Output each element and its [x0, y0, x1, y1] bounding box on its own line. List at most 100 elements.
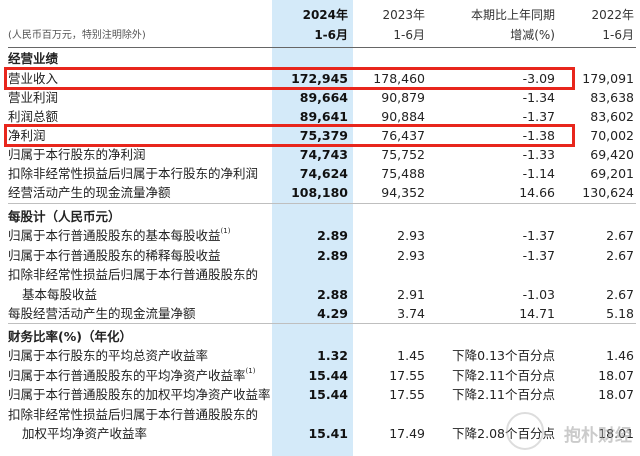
annotation-box-net-profit — [4, 124, 575, 147]
header-row-period: (人民币百万元，特别注明除外) 1-6月 1-6月 增减(%) 1-6月 — [0, 26, 640, 45]
annotation-box-revenue — [4, 67, 575, 90]
section-divider-1 — [8, 203, 636, 204]
row-label: 归属于本行普通股股东的加权平均净资产收益率 — [8, 387, 271, 402]
header-row-year: 2024年 2023年 本期比上年同期 2022年 — [0, 6, 640, 25]
value-2023: 2.93 — [397, 228, 425, 243]
value-change: -3.09 — [522, 71, 555, 86]
table-row: 扣除非经常性损益后归属于本行普通股股东的 — [0, 265, 640, 284]
value-2022: 18.07 — [598, 367, 634, 383]
highlight-column-2024 — [272, 0, 353, 456]
table-row: 归属于本行普通股股东的平均净资产收益率(1) 15.44 17.55 下降2.11个百… — [0, 366, 640, 385]
unit-note: (人民币百万元，特别注明除外) — [8, 30, 146, 41]
col-2022-period: 1-6月 — [602, 28, 634, 42]
value-change: 下降2.11个百分点 — [452, 387, 555, 402]
value-2024: 2.89 — [317, 247, 348, 263]
row-label: 扣除非经常性损益后归属于本行股东的净利润 — [8, 166, 259, 181]
value-2023: 94,352 — [381, 185, 425, 200]
row-label: 扣除非经常性损益后归属于本行普通股股东的 — [8, 406, 259, 422]
value-2023: 90,879 — [381, 90, 425, 105]
row-label: 归属于本行普通股股东的平均净资产收益率(1) — [8, 366, 256, 383]
value-change: -1.33 — [522, 147, 555, 162]
col-2024-period: 1-6月 — [314, 28, 348, 42]
row-label: 净利润 — [8, 128, 46, 143]
value-2024: 4.29 — [317, 306, 348, 321]
value-2023: 75,752 — [381, 147, 425, 162]
value-2024: 15.41 — [308, 426, 348, 441]
col-2024-year: 2024年 — [302, 8, 348, 22]
value-2024: 89,641 — [299, 109, 348, 124]
table-row: 营业收入 172,945 178,460 -3.09 179,091 — [0, 69, 640, 88]
value-2022: 2.67 — [606, 228, 634, 243]
table-row: 归属于本行股东的平均总资产收益率 1.32 1.45 下降0.13个百分点 1.46 — [0, 346, 640, 365]
value-2022: 83,638 — [590, 90, 634, 105]
value-2023: 2.93 — [397, 247, 425, 263]
table-row: 每股经营活动产生的现金流量净额 4.29 3.74 14.71 5.18 — [0, 304, 640, 323]
table-row: 扣除非经常性损益后归属于本行股东的净利润 74,624 75,488 -1.14 69,… — [0, 164, 640, 183]
header-divider — [8, 47, 636, 48]
col-2023-period: 1-6月 — [393, 28, 425, 42]
col-change-line2: 增减(%) — [510, 28, 555, 42]
value-2023: 2.91 — [397, 286, 425, 302]
row-label: 每股经营活动产生的现金流量净额 — [8, 306, 196, 321]
value-change: 下降2.11个百分点 — [452, 367, 555, 383]
section-ratios: 财务比率(%)（年化） — [8, 329, 132, 344]
table-row: 加权平均净资产收益率 15.41 17.49 下降2.08个百分点 18.01 — [0, 424, 640, 443]
value-2022: 18.07 — [598, 387, 634, 402]
value-2024: 74,743 — [299, 147, 348, 162]
table-row: 归属于本行股东的净利润 74,743 75,752 -1.33 69,420 — [0, 145, 640, 164]
table-row: 归属于本行普通股股东的稀释每股收益 2.89 2.93 -1.37 2.67 — [0, 246, 640, 265]
row-label: 归属于本行普通股股东的稀释每股收益 — [8, 247, 221, 263]
value-change: -1.37 — [522, 109, 555, 124]
value-2023: 76,437 — [381, 128, 425, 143]
row-label: 利润总额 — [8, 109, 59, 124]
value-2022: 18.01 — [598, 426, 634, 441]
col-2023-year: 2023年 — [382, 8, 425, 22]
value-change: -1.37 — [522, 247, 555, 263]
col-2022-year: 2022年 — [591, 8, 634, 22]
row-label: 经营活动产生的现金流量净额 — [8, 185, 171, 200]
value-2022: 83,602 — [590, 109, 634, 124]
table-row: 归属于本行普通股股东的基本每股收益(1) 2.89 2.93 -1.37 2.67 — [0, 226, 640, 245]
value-2022: 5.18 — [606, 306, 634, 321]
value-2024: 1.32 — [317, 348, 348, 363]
row-label: 营业利润 — [8, 90, 59, 105]
value-2022: 2.67 — [606, 247, 634, 263]
section-operating: 经营业绩 — [8, 51, 59, 66]
value-2024: 15.44 — [308, 367, 348, 383]
value-2023: 178,460 — [373, 71, 425, 86]
value-change: -1.03 — [522, 286, 555, 302]
value-2022: 69,201 — [590, 166, 634, 181]
value-2022: 69,420 — [590, 147, 634, 162]
value-2023: 90,884 — [381, 109, 425, 124]
value-2024: 108,180 — [291, 185, 348, 200]
section-divider-2 — [8, 323, 636, 324]
table-row: 扣除非经常性损益后归属于本行普通股股东的 — [0, 405, 640, 424]
watermark: 抱朴财经 — [564, 426, 632, 446]
table-row: 经营活动产生的现金流量净额 108,180 94,352 14.66 130,624 — [0, 183, 640, 202]
value-2022: 1.46 — [606, 348, 634, 363]
value-2024: 172,945 — [291, 71, 348, 86]
value-2023: 3.74 — [397, 306, 425, 321]
value-change: -1.34 — [522, 90, 555, 105]
value-2024: 2.89 — [317, 228, 348, 243]
row-label: 归属于本行股东的净利润 — [8, 147, 146, 162]
value-change: -1.37 — [522, 228, 555, 243]
row-label: 归属于本行普通股股东的基本每股收益(1) — [8, 227, 231, 243]
row-label: 营业收入 — [8, 71, 59, 86]
row-label: 扣除非经常性损益后归属于本行普通股股东的 — [8, 267, 259, 282]
section-per-share: 每股计（人民币元） — [8, 209, 121, 224]
table-row: 净利润 75,379 76,437 -1.38 70,002 — [0, 126, 640, 145]
value-2022: 2.67 — [606, 286, 634, 302]
value-change: 14.71 — [519, 306, 555, 321]
value-2024: 89,664 — [299, 90, 348, 105]
value-2024: 74,624 — [299, 166, 348, 181]
value-change: 下降0.13个百分点 — [452, 348, 555, 363]
value-change: -1.14 — [522, 166, 555, 181]
value-change: 14.66 — [519, 185, 555, 200]
value-2024: 15.44 — [308, 387, 348, 402]
table-row: 基本每股收益 2.88 2.91 -1.03 2.67 — [0, 285, 640, 304]
row-label: 加权平均净资产收益率 — [22, 426, 148, 441]
row-label: 基本每股收益 — [22, 286, 98, 302]
value-2023: 17.49 — [389, 426, 425, 441]
watermark-logo-icon — [506, 412, 544, 450]
